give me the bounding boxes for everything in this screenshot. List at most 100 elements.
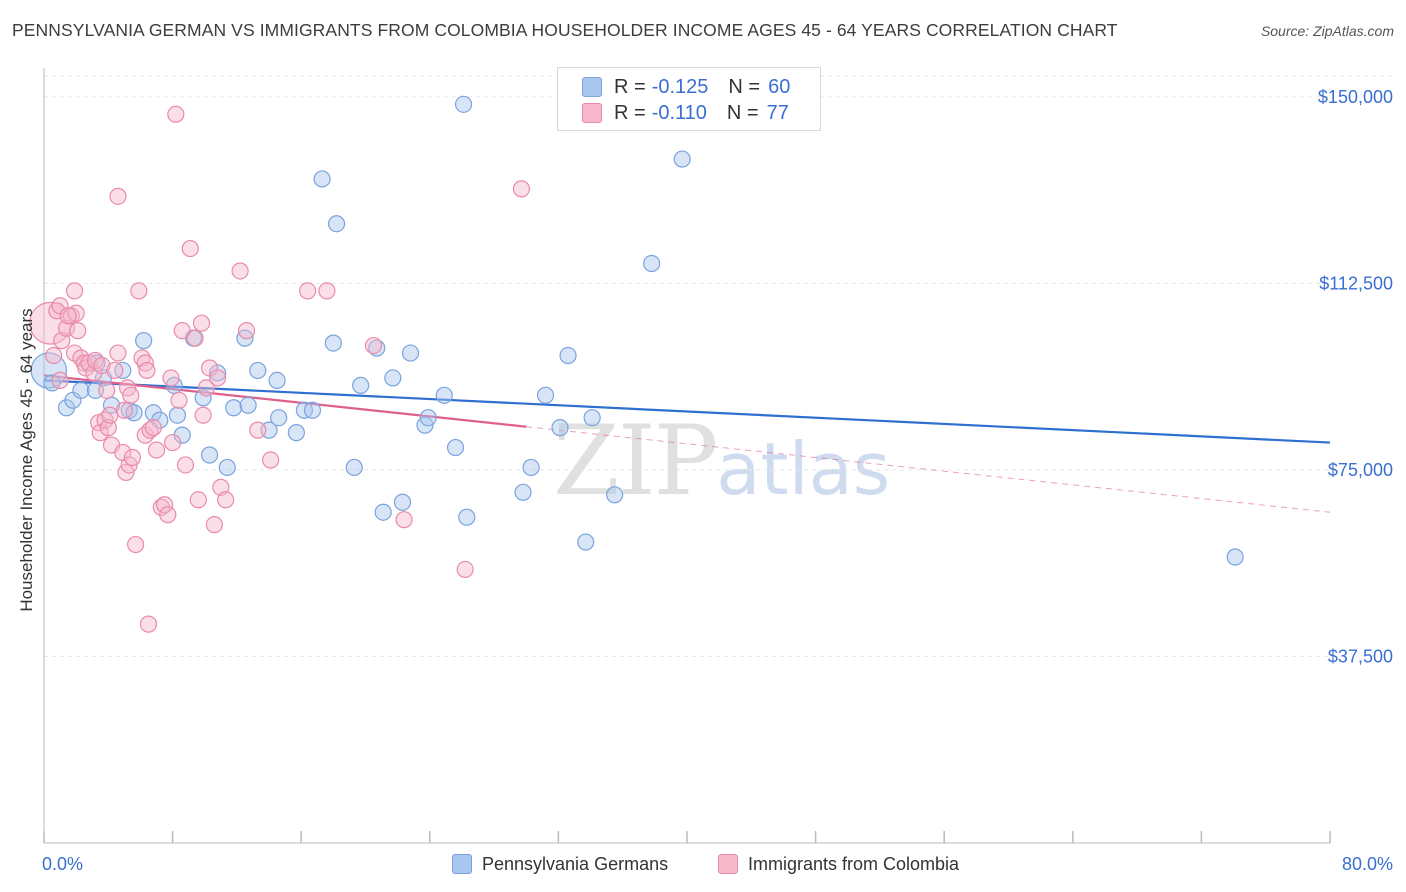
point-pennsylvania-germans [287, 424, 305, 442]
series-swatch-pink [718, 854, 738, 874]
point-pennsylvania-germans [268, 371, 286, 389]
point-immigrants-from-colombia [144, 419, 162, 437]
point-immigrants-from-colombia [59, 307, 77, 325]
point-pennsylvania-germans [384, 369, 402, 387]
point-pennsylvania-germans [401, 344, 420, 362]
point-immigrants-from-colombia [123, 448, 142, 467]
x-tick-label-min: 0.0% [42, 854, 83, 874]
y-tick-label: $37,500 [1328, 646, 1393, 666]
point-immigrants-from-colombia [262, 451, 280, 469]
point-immigrants-from-colombia [69, 322, 87, 340]
point-pennsylvania-germans [194, 389, 212, 407]
legend-r-value: -0.125 [651, 75, 709, 98]
source-credit: Source: ZipAtlas.com [1260, 23, 1394, 39]
point-pennsylvania-germans [536, 386, 555, 404]
y-tick-label: $75,000 [1328, 460, 1393, 480]
point-immigrants-from-colombia [364, 336, 383, 355]
legend-r-label: R = [614, 101, 646, 124]
point-immigrants-from-colombia [197, 379, 215, 397]
point-pennsylvania-germans [218, 458, 236, 477]
data-points [29, 95, 1244, 633]
point-pennsylvania-germans [559, 346, 577, 365]
point-immigrants-from-colombia [109, 187, 127, 205]
series-swatch-blue [452, 854, 472, 874]
point-pennsylvania-germans [135, 332, 153, 350]
point-immigrants-from-colombia [318, 282, 336, 300]
point-immigrants-from-colombia [209, 369, 227, 387]
point-immigrants-from-colombia [162, 369, 180, 387]
point-immigrants-from-colombia [167, 105, 185, 123]
point-pennsylvania-germans [522, 458, 540, 477]
point-immigrants-from-colombia [115, 401, 133, 419]
series-label: Pennsylvania Germans [482, 853, 669, 874]
series-legend-immigrants-from-colombia[interactable]: Immigrants from Colombia [718, 852, 959, 876]
point-pennsylvania-germans [606, 486, 624, 504]
zipatlas-watermark: ZIPatlas [553, 405, 890, 517]
point-immigrants-from-colombia [186, 329, 204, 347]
y-tick-label: $150,000 [1318, 87, 1393, 107]
point-immigrants-from-colombia [217, 491, 235, 509]
point-pennsylvania-germans [435, 386, 453, 404]
point-immigrants-from-colombia [51, 371, 69, 389]
trend-line-immigrants-from-colombia [43, 374, 527, 428]
point-immigrants-from-colombia [194, 406, 212, 424]
point-immigrants-from-colombia [205, 516, 223, 534]
watermark-atlas: atlas [716, 427, 891, 511]
point-immigrants-from-colombia [181, 239, 199, 258]
legend-n-label: N = [728, 75, 761, 98]
point-pennsylvania-germans [583, 409, 601, 427]
point-immigrants-from-colombia [231, 262, 249, 280]
x-tick-label-max: 80.0% [1342, 854, 1393, 874]
trend-line-pennsylvania-germans [43, 379, 1331, 444]
point-immigrants-from-colombia [147, 441, 166, 459]
point-immigrants-from-colombia [109, 344, 127, 362]
series-legend-pennsylvania-germans[interactable]: Pennsylvania Germans [452, 852, 668, 876]
point-pennsylvania-germans [368, 339, 386, 357]
y-axis-title: Householder Income Ages 45 - 64 years [17, 308, 36, 611]
point-pennsylvania-germans [643, 254, 661, 273]
point-immigrants-from-colombia [299, 282, 317, 300]
legend-swatch-pink [582, 103, 602, 123]
trend-lines [43, 374, 1331, 513]
point-pennsylvania-germans [313, 170, 331, 188]
point-immigrants-from-colombia [155, 496, 174, 514]
point-pennsylvania-germans [1226, 548, 1244, 566]
legend-swatch-blue [582, 77, 602, 97]
axis-labels: $37,500 $75,000 $112,500 $150,000 0.0% 80.0% H… [17, 87, 1393, 874]
point-pennsylvania-germans [168, 406, 187, 424]
point-pennsylvania-germans [120, 401, 138, 419]
point-immigrants-from-colombia [456, 560, 474, 579]
point-pennsylvania-germans [374, 503, 392, 521]
point-pennsylvania-germans [454, 95, 473, 113]
point-immigrants-from-colombia [139, 615, 158, 633]
point-pennsylvania-germans [393, 493, 412, 511]
legend-r-label: R = [614, 75, 646, 98]
point-pennsylvania-germans [72, 381, 90, 399]
point-immigrants-from-colombia [173, 322, 191, 340]
point-pennsylvania-germans [514, 483, 532, 501]
point-pennsylvania-germans [327, 215, 346, 233]
point-pennsylvania-germans [345, 458, 363, 477]
point-immigrants-from-colombia [192, 314, 211, 332]
point-immigrants-from-colombia [141, 421, 159, 439]
point-immigrants-from-colombia [45, 346, 63, 365]
point-pennsylvania-germans [200, 446, 219, 464]
point-immigrants-from-colombia [176, 456, 195, 474]
point-immigrants-from-colombia [237, 322, 256, 340]
point-immigrants-from-colombia [164, 433, 182, 452]
point-immigrants-from-colombia [159, 506, 177, 524]
point-pennsylvania-germans [352, 376, 370, 394]
point-immigrants-from-colombia [138, 361, 156, 380]
point-pennsylvania-germans [419, 409, 437, 427]
point-immigrants-from-colombia [99, 419, 117, 437]
axes [43, 68, 1331, 844]
series-label: Immigrants from Colombia [748, 853, 960, 874]
point-immigrants-from-colombia [65, 282, 84, 300]
legend-n-value: 77 [766, 101, 789, 124]
point-immigrants-from-colombia [249, 421, 267, 439]
legend-n-label: N = [726, 101, 759, 124]
trend-extension-immigrants-from-colombia [526, 426, 1331, 513]
watermark-zip: ZIP [553, 405, 718, 517]
point-immigrants-from-colombia [93, 356, 111, 375]
